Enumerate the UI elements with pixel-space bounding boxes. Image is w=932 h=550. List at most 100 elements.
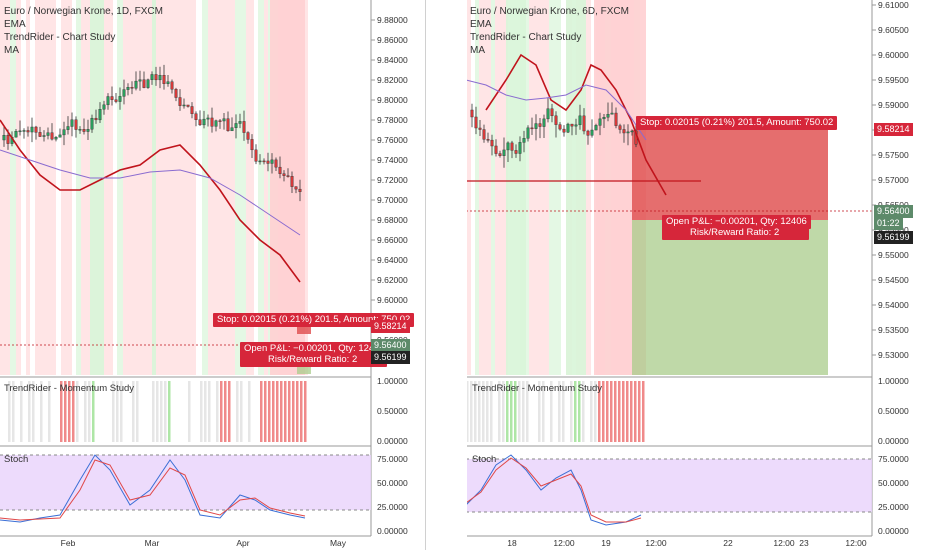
right-candle-body — [630, 130, 634, 133]
right-study-label[interactable]: TrendRider - Chart Study — [470, 32, 582, 43]
left-signal-band — [202, 0, 208, 375]
left-momentum-bar — [260, 381, 263, 442]
left-momentum-title[interactable]: TrendRider - Momentum Study — [4, 383, 135, 394]
right-candle-body — [550, 108, 554, 117]
left-candle-body — [282, 173, 286, 176]
left-signal-band — [178, 0, 182, 375]
right-momentum-bar — [622, 381, 625, 442]
left-signal-band — [40, 0, 44, 375]
left-momentum-bar — [64, 381, 67, 442]
left-momentum-bar — [112, 381, 115, 442]
right-open-pnl-label[interactable]: Open P&L: −0.00201, Qty: 12406 — [662, 215, 811, 229]
right-momentum-bar — [562, 381, 565, 442]
right-signal-band — [535, 0, 539, 375]
left-momentum-bar — [40, 381, 43, 442]
left-signal-band — [48, 0, 52, 375]
left-momentum-tick-label: 0.00000 — [377, 436, 408, 446]
right-candle-body — [618, 125, 622, 130]
left-candle-body — [190, 106, 194, 114]
right-price-tick-label: 9.53000 — [878, 350, 909, 360]
left-stoch-tick-label: 25.0000 — [377, 502, 408, 512]
right-last-price-tag: 9.56400 — [874, 205, 913, 218]
right-momentum-bar — [518, 381, 521, 442]
pane-divider[interactable] — [425, 0, 467, 550]
right-candle-body — [514, 150, 518, 154]
left-ma-label[interactable]: MA — [4, 45, 19, 56]
right-momentum-title[interactable]: TrendRider - Momentum Study — [472, 383, 603, 394]
left-symbol-title[interactable]: Euro / Norwegian Krone, 1D, FXCM — [4, 6, 163, 17]
right-chart-canvas[interactable]: 9.610009.605009.600009.595009.590009.585… — [466, 0, 932, 550]
right-price-tick-label: 9.54500 — [878, 275, 909, 285]
left-momentum-bar — [208, 381, 211, 442]
left-candle-body — [30, 126, 34, 133]
left-candle-body — [134, 80, 138, 89]
left-stop-label[interactable]: Stop: 0.02015 (0.21%) 201.5, Amount: 750… — [213, 313, 415, 327]
right-stoch-title[interactable]: Stoch — [472, 454, 497, 465]
left-candle-body — [14, 131, 18, 138]
left-candle-body — [210, 117, 214, 127]
right-price-tick-label: 9.60500 — [878, 25, 909, 35]
left-momentum-bar — [220, 381, 223, 442]
right-momentum-bar — [582, 381, 585, 442]
left-candle-body — [6, 135, 10, 144]
right-candle-body — [610, 112, 614, 115]
right-signal-band — [466, 0, 471, 375]
left-signal-band — [173, 0, 178, 375]
left-rr-label[interactable]: Risk/Reward Ratio: 2 — [240, 353, 388, 367]
left-candle-body — [178, 97, 182, 106]
left-momentum-bar — [60, 381, 63, 442]
left-momentum-bar — [272, 381, 275, 442]
right-signal-band — [525, 0, 529, 375]
left-price-tick-label: 9.78000 — [377, 115, 408, 125]
right-momentum-bar — [466, 381, 469, 442]
left-momentum-bar — [68, 381, 71, 442]
left-chart-canvas[interactable]: 9.88000 9.86000 9.84000 9.82000 9.80000 9.780… — [0, 0, 425, 550]
right-stop-price-tag: 9.58214 — [874, 123, 913, 136]
right-signal-band — [479, 0, 485, 375]
left-chart-pane[interactable]: 9.88000 9.86000 9.84000 9.82000 9.80000 9.780… — [0, 0, 425, 550]
left-candle-body — [166, 81, 170, 84]
right-signal-band — [529, 0, 535, 375]
left-momentum-bar — [264, 381, 267, 442]
right-candle-body — [578, 115, 582, 126]
right-ema-label[interactable]: EMA — [470, 19, 492, 30]
left-candle-body — [26, 130, 30, 133]
right-ma-label[interactable]: MA — [470, 45, 485, 56]
right-candle-body — [570, 123, 574, 127]
right-price-tick-label: 9.61000 — [878, 0, 909, 10]
right-momentum-bar — [510, 381, 513, 442]
left-candle-body — [22, 130, 26, 132]
left-price-tick-label: 9.80000 — [377, 95, 408, 105]
right-candle-body — [574, 124, 578, 127]
left-signal-band — [66, 0, 72, 375]
right-candle-body — [478, 127, 482, 130]
left-momentum-bar — [12, 381, 15, 442]
left-study-label[interactable]: TrendRider - Chart Study — [4, 32, 116, 43]
right-chart-pane[interactable]: 9.610009.605009.600009.595009.590009.585… — [466, 0, 932, 550]
left-time-tick-label: Apr — [236, 538, 249, 548]
right-candle-body — [594, 125, 598, 131]
left-candle-body — [98, 109, 102, 121]
left-ema-label[interactable]: EMA — [4, 19, 26, 30]
right-signal-band — [549, 0, 555, 375]
left-time-tick-label: Feb — [61, 538, 76, 548]
left-candle-body — [182, 104, 186, 107]
left-momentum-bar — [48, 381, 51, 442]
left-momentum-bar — [276, 381, 279, 442]
right-momentum-tick-label: 0.00000 — [878, 436, 909, 446]
left-momentum-bar — [288, 381, 291, 442]
right-rr-label[interactable]: Risk/Reward Ratio: 2 — [662, 226, 810, 240]
right-momentum-bar — [642, 381, 645, 442]
left-stoch-title[interactable]: Stoch — [4, 454, 29, 465]
left-stoch-tick-label: 50.0000 — [377, 478, 408, 488]
left-momentum-bar — [296, 381, 299, 442]
left-open-pnl-label[interactable]: Open P&L: −0.00201, Qty: 12406 — [240, 342, 389, 356]
right-candle-body — [598, 118, 602, 126]
left-candle-body — [146, 79, 150, 88]
left-time-tick-label: May — [330, 538, 347, 548]
left-momentum-bar — [240, 381, 243, 442]
right-symbol-title[interactable]: Euro / Norwegian Krone, 6D, FXCM — [470, 6, 629, 17]
right-stop-label[interactable]: Stop: 0.02015 (0.21%) 201.5, Amount: 750… — [636, 116, 838, 130]
right-stoch-tick-label: 25.0000 — [878, 502, 909, 512]
right-momentum-bar — [482, 381, 485, 442]
